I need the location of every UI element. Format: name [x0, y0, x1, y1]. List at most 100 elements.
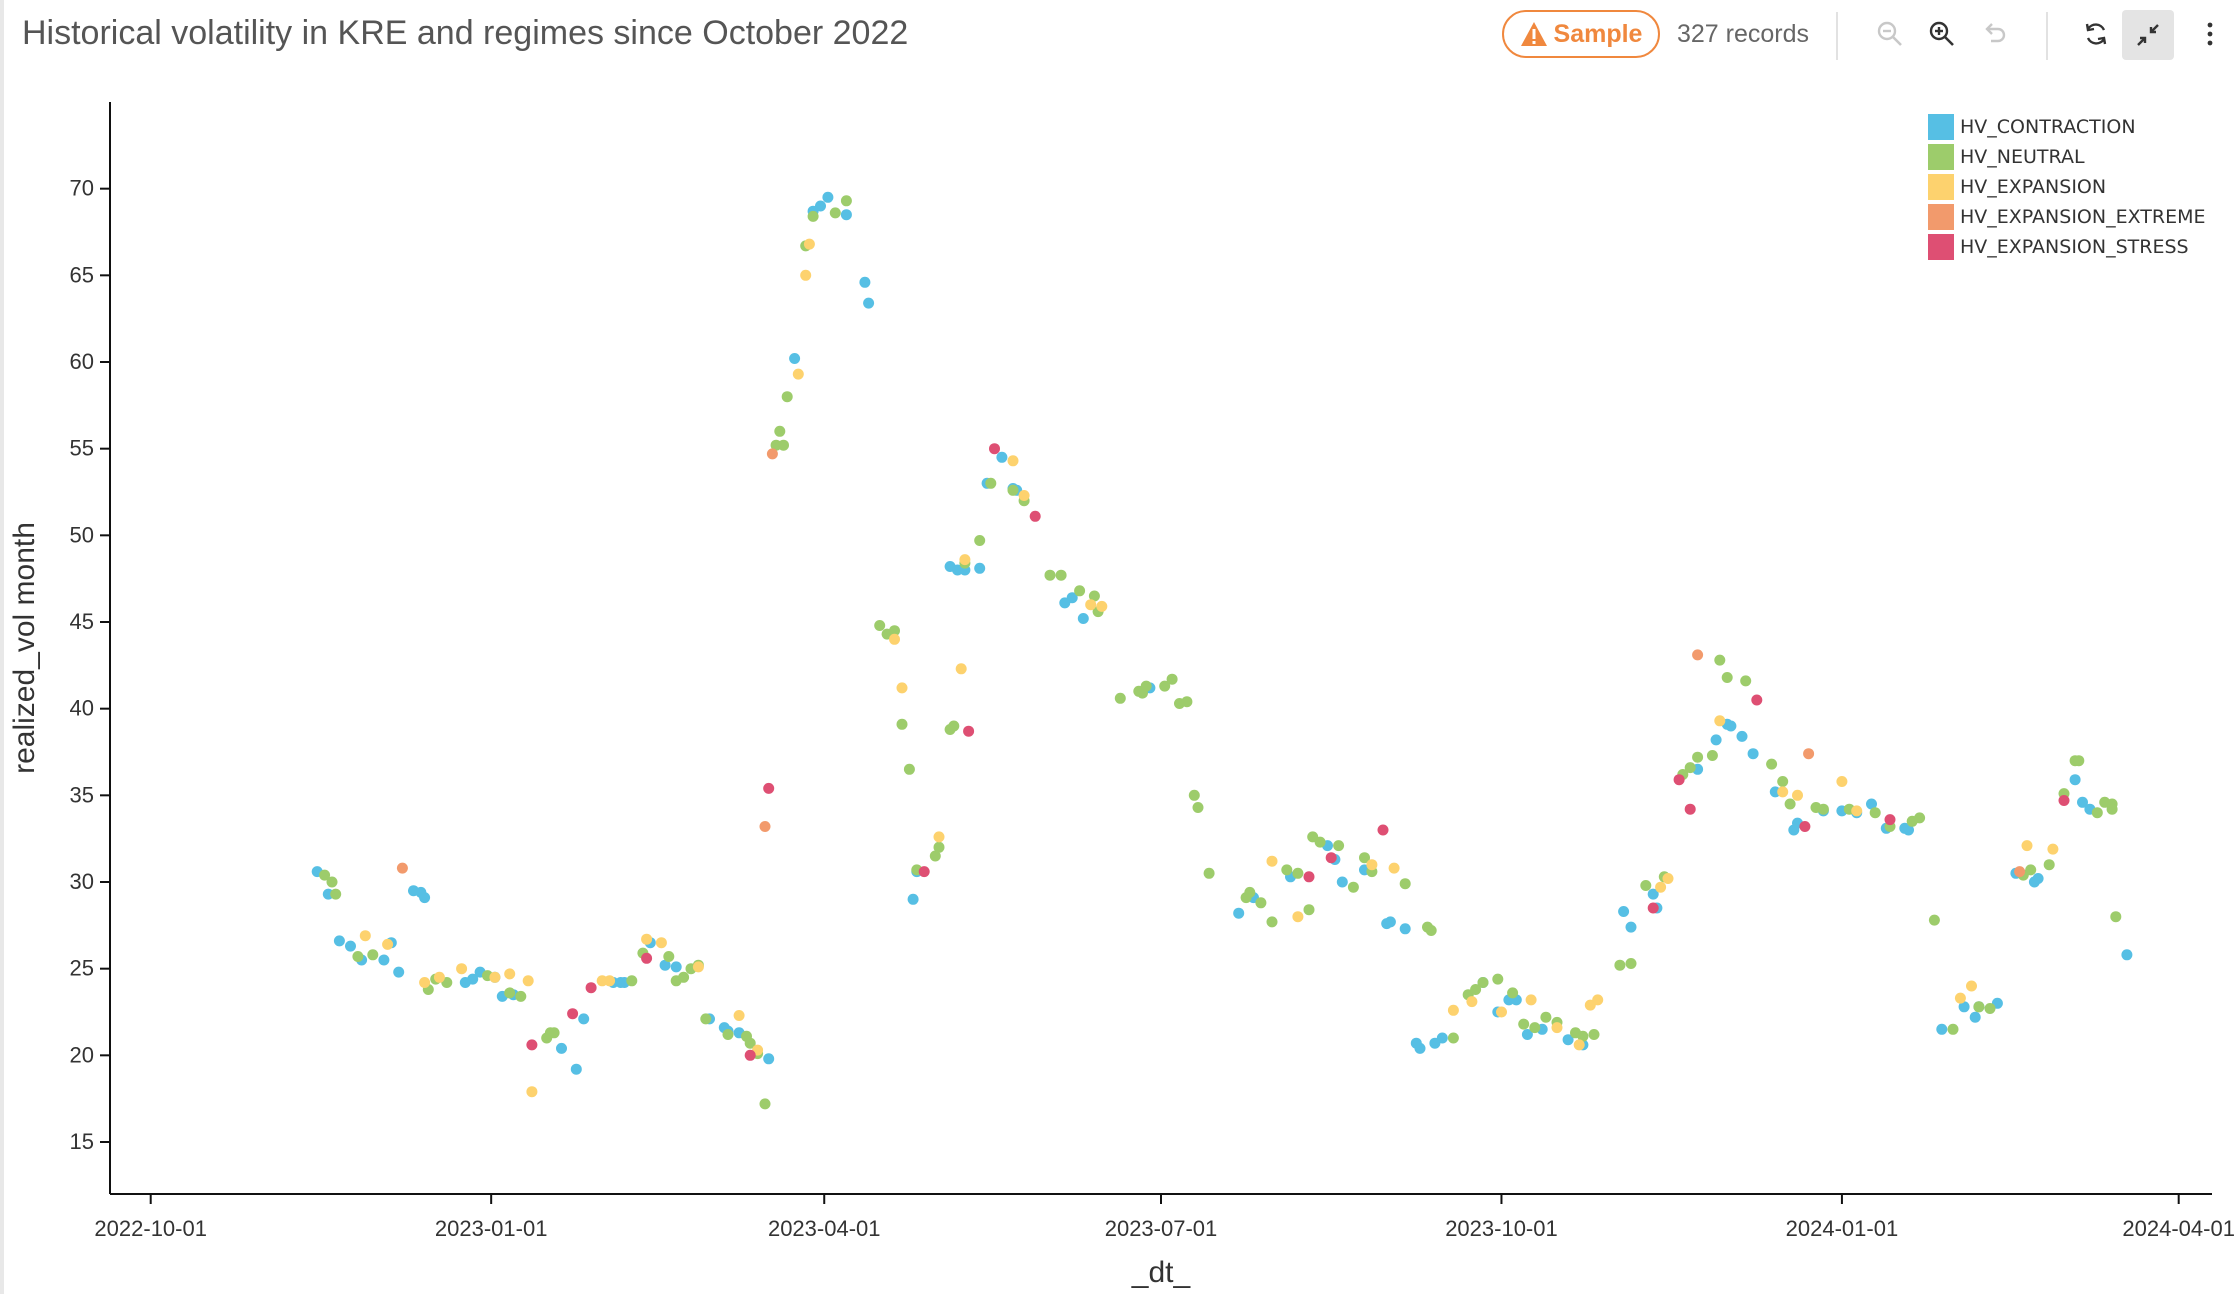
data-point-hv-neutral[interactable] — [548, 1027, 560, 1039]
data-point-hv-neutral[interactable] — [1529, 1022, 1541, 1034]
data-point-hv-expansion[interactable] — [1388, 862, 1400, 874]
data-point-hv-expansion-extreme[interactable] — [766, 448, 778, 460]
data-point-hv-contraction[interactable] — [1736, 730, 1748, 742]
data-point-hv-contraction[interactable] — [333, 935, 345, 947]
data-point-hv-expansion[interactable] — [1447, 1004, 1459, 1016]
data-point-hv-neutral[interactable] — [504, 987, 516, 999]
legend-item[interactable]: HV_EXPANSION_EXTREME — [1928, 202, 2206, 232]
data-point-hv-expansion[interactable] — [419, 977, 431, 988]
data-point-hv-contraction[interactable] — [467, 973, 479, 985]
data-point-hv-neutral[interactable] — [1347, 881, 1359, 893]
data-point-hv-neutral[interactable] — [1784, 798, 1796, 810]
data-point-hv-expansion-stress[interactable] — [567, 1008, 579, 1020]
data-point-hv-expansion[interactable] — [955, 663, 967, 675]
data-point-hv-neutral[interactable] — [1074, 585, 1086, 597]
data-point-hv-expansion-extreme[interactable] — [2014, 866, 2026, 878]
data-point-hv-expansion[interactable] — [803, 238, 815, 250]
data-point-hv-expansion[interactable] — [382, 938, 394, 950]
data-point-hv-expansion[interactable] — [1007, 455, 1019, 467]
data-point-hv-neutral[interactable] — [903, 763, 915, 775]
data-point-hv-neutral[interactable] — [1740, 675, 1752, 687]
data-point-hv-neutral[interactable] — [774, 425, 786, 437]
data-point-hv-expansion[interactable] — [889, 633, 900, 645]
data-point-hv-expansion-stress[interactable] — [1325, 852, 1337, 864]
data-point-hv-expansion[interactable] — [1085, 599, 1097, 611]
data-point-hv-expansion[interactable] — [2047, 843, 2059, 855]
data-point-hv-neutral[interactable] — [1055, 569, 1067, 581]
data-point-hv-contraction[interactable] — [1521, 1029, 1533, 1040]
data-point-hv-contraction[interactable] — [840, 209, 852, 221]
data-point-hv-neutral[interactable] — [1817, 803, 1829, 815]
data-point-hv-contraction[interactable] — [2032, 873, 2044, 884]
data-point-hv-neutral[interactable] — [1973, 1001, 1985, 1013]
refresh-button[interactable] — [2076, 14, 2116, 54]
data-point-hv-neutral[interactable] — [2043, 859, 2055, 871]
data-point-hv-contraction[interactable] — [1725, 720, 1737, 732]
data-point-hv-neutral[interactable] — [1684, 762, 1696, 774]
data-point-hv-expansion[interactable] — [959, 554, 971, 566]
data-point-hv-contraction[interactable] — [2077, 796, 2088, 808]
data-point-hv-expansion[interactable] — [1292, 911, 1304, 923]
data-point-hv-expansion[interactable] — [1592, 994, 1604, 1006]
data-point-hv-expansion[interactable] — [1496, 1006, 1507, 1018]
data-point-hv-expansion[interactable] — [792, 368, 804, 380]
data-point-hv-neutral[interactable] — [1266, 916, 1278, 928]
data-point-hv-neutral[interactable] — [1721, 672, 1733, 683]
data-point-hv-expansion-stress[interactable] — [2058, 795, 2070, 806]
data-point-hv-neutral[interactable] — [1399, 878, 1411, 890]
data-point-hv-neutral[interactable] — [1044, 569, 1056, 581]
data-point-hv-neutral[interactable] — [1640, 880, 1652, 891]
data-point-hv-expansion[interactable] — [433, 971, 445, 983]
data-point-hv-contraction[interactable] — [863, 297, 875, 309]
data-point-hv-neutral[interactable] — [2025, 864, 2037, 876]
data-point-hv-neutral[interactable] — [1292, 867, 1304, 879]
data-point-hv-neutral[interactable] — [1181, 696, 1193, 708]
data-point-hv-contraction[interactable] — [859, 276, 871, 288]
data-point-hv-contraction[interactable] — [1710, 734, 1722, 746]
data-point-hv-contraction[interactable] — [1562, 1034, 1574, 1046]
data-point-hv-neutral[interactable] — [1244, 886, 1256, 898]
data-point-hv-expansion[interactable] — [1551, 1022, 1563, 1034]
data-point-hv-contraction[interactable] — [996, 451, 1008, 463]
undo-button[interactable] — [1974, 14, 2014, 54]
data-point-hv-neutral[interactable] — [874, 620, 886, 631]
data-point-hv-contraction[interactable] — [1414, 1042, 1426, 1054]
data-point-hv-neutral[interactable] — [1518, 1018, 1530, 1030]
data-point-hv-neutral[interactable] — [1192, 802, 1204, 813]
data-point-hv-neutral[interactable] — [948, 720, 960, 732]
data-point-hv-contraction[interactable] — [974, 562, 986, 574]
data-point-hv-contraction[interactable] — [1399, 923, 1411, 935]
data-point-hv-expansion-stress[interactable] — [1303, 871, 1315, 883]
data-point-hv-contraction[interactable] — [1647, 888, 1659, 900]
data-point-hv-expansion[interactable] — [1662, 873, 1674, 884]
data-point-hv-neutral[interactable] — [1159, 680, 1171, 692]
data-point-hv-neutral[interactable] — [1333, 840, 1345, 852]
data-point-hv-expansion-stress[interactable] — [1684, 803, 1696, 815]
data-point-hv-neutral[interactable] — [663, 951, 675, 962]
data-point-hv-expansion-stress[interactable] — [1377, 824, 1389, 836]
data-point-hv-neutral[interactable] — [744, 1037, 756, 1049]
data-point-hv-contraction[interactable] — [789, 353, 801, 364]
data-point-hv-contraction[interactable] — [1936, 1023, 1948, 1035]
data-point-hv-neutral[interactable] — [896, 718, 908, 730]
data-point-hv-expansion[interactable] — [1266, 855, 1278, 867]
data-point-hv-contraction[interactable] — [1436, 1032, 1448, 1044]
data-point-hv-contraction[interactable] — [1618, 906, 1630, 917]
data-point-hv-expansion[interactable] — [504, 968, 516, 980]
data-point-hv-neutral[interactable] — [840, 195, 852, 207]
data-point-hv-expansion[interactable] — [1851, 805, 1863, 817]
data-point-hv-neutral[interactable] — [1188, 789, 1200, 801]
collapse-button[interactable] — [2122, 10, 2174, 60]
scatter-chart[interactable]: 15 20 25 30 35 40 45 50 55 60 65 70 2022-10-01 2023-0… — [0, 72, 2238, 1294]
data-point-hv-expansion-stress[interactable] — [641, 952, 653, 964]
data-point-hv-neutral[interactable] — [1869, 807, 1881, 819]
data-point-hv-contraction[interactable] — [1233, 907, 1245, 919]
data-point-hv-contraction[interactable] — [763, 1053, 775, 1065]
data-point-hv-expansion-stress[interactable] — [526, 1039, 538, 1051]
data-point-hv-neutral[interactable] — [1777, 776, 1789, 787]
data-point-hv-neutral[interactable] — [2091, 807, 2103, 819]
data-point-hv-expansion[interactable] — [1954, 992, 1966, 1004]
data-point-hv-neutral[interactable] — [678, 971, 690, 983]
data-point-hv-neutral[interactable] — [1692, 751, 1704, 763]
more-options-button[interactable] — [2196, 14, 2224, 54]
